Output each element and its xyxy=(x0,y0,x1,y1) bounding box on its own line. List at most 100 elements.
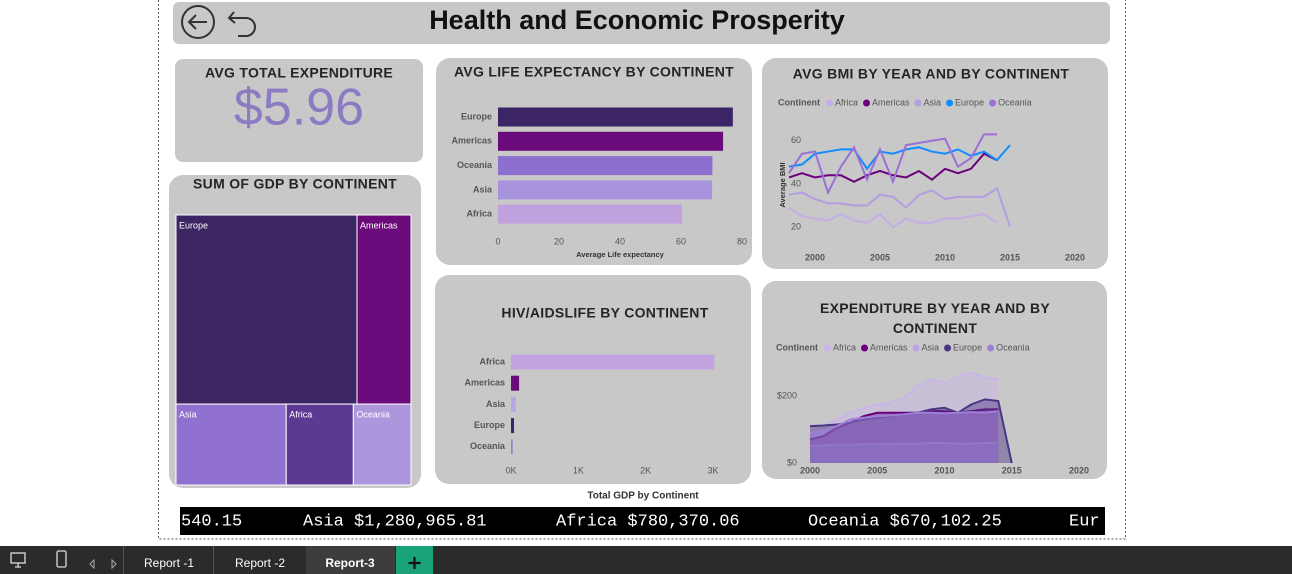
bar xyxy=(511,439,513,455)
area-series xyxy=(810,399,1012,463)
x-tick-label: 0 xyxy=(495,236,500,246)
y-tick-label: 40 xyxy=(791,178,801,188)
header-bar xyxy=(173,2,1110,44)
legend-label: Oceania xyxy=(996,342,1030,352)
ticker-bar xyxy=(180,507,1105,535)
treemap-tile xyxy=(352,403,412,486)
legend-title: Continent xyxy=(776,342,818,352)
legend-label: Europe xyxy=(953,342,982,352)
next-page[interactable] xyxy=(111,558,117,570)
x-tick-label: 2020 xyxy=(1065,252,1085,262)
treemap-tile xyxy=(285,403,354,486)
y-tick-label: Europe xyxy=(474,420,505,430)
page-tab[interactable]: Report -1 xyxy=(144,556,194,570)
card-title: AVG TOTAL EXPENDITURE xyxy=(205,65,393,81)
tab-separator xyxy=(123,546,214,574)
legend-title: Continent xyxy=(778,97,820,107)
y-tick-label: $0 xyxy=(787,457,797,467)
bar xyxy=(511,396,516,412)
ticker-item: Eur xyxy=(1069,512,1100,531)
legend-marker xyxy=(863,99,871,107)
x-tick-label: 2005 xyxy=(870,252,890,262)
y-axis-label: Average BMI xyxy=(778,162,787,207)
x-tick-label: 2015 xyxy=(1000,252,1020,262)
x-tick-label: 40 xyxy=(615,236,625,246)
y-tick-label: Asia xyxy=(486,399,506,409)
legend-marker xyxy=(912,344,920,352)
legend-label: Asia xyxy=(922,342,940,352)
legend-marker xyxy=(944,344,952,352)
x-tick-label: 2010 xyxy=(935,252,955,262)
line-series xyxy=(788,133,997,196)
x-tick-label: 2005 xyxy=(867,465,887,475)
tile-label: Oceania xyxy=(356,409,390,419)
legend-label: Africa xyxy=(833,342,856,352)
chart-title: AVG BMI BY YEAR AND BY CONTINENT xyxy=(793,66,1070,82)
back-button[interactable] xyxy=(181,5,215,39)
tile-label: Asia xyxy=(179,409,197,419)
y-tick-label: Europe xyxy=(461,111,492,121)
chart-title: EXPENDITURE BY YEAR AND BY CONTINENT xyxy=(819,300,1051,336)
treemap-tile xyxy=(356,214,412,405)
treemap-tile xyxy=(175,403,287,486)
x-tick-label: 20 xyxy=(554,236,564,246)
page-tab[interactable]: Report-3 xyxy=(325,556,375,570)
legend-marker xyxy=(826,99,833,107)
page-title: Health and Economic Prosperity xyxy=(429,5,845,35)
x-tick-label: 3K xyxy=(707,465,718,475)
area-series xyxy=(810,409,999,463)
chart-title: AVG LIFE EXPECTANCY BY CONTINENT xyxy=(454,64,734,80)
x-tick-label: 2000 xyxy=(805,252,825,262)
x-tick-label: 2020 xyxy=(1069,465,1089,475)
add-icon xyxy=(408,557,421,569)
y-tick-label: Asia xyxy=(473,184,493,194)
prev-page[interactable] xyxy=(89,558,95,570)
legend-label: Asia xyxy=(924,97,942,107)
bar xyxy=(511,375,520,391)
x-tick-label: 1K xyxy=(573,465,584,475)
line-series xyxy=(788,206,998,229)
line-series xyxy=(788,186,1011,228)
y-tick-label: Oceania xyxy=(470,441,506,451)
y-tick-label: Oceania xyxy=(457,160,493,170)
desktop-view-icon[interactable] xyxy=(10,552,26,568)
legend-marker xyxy=(989,99,997,107)
legend-marker xyxy=(946,99,954,107)
y-tick-label: Africa xyxy=(466,209,493,219)
ticker-item: Asia $1,280,965.81 xyxy=(303,512,487,531)
panel xyxy=(762,58,1108,269)
tile-label: Americas xyxy=(360,220,398,230)
undo-button[interactable] xyxy=(227,11,256,37)
legend-label: Oceania xyxy=(998,97,1032,107)
x-tick-label: 2015 xyxy=(1002,465,1022,475)
bottom-bar xyxy=(0,546,1292,574)
y-tick-label: $200 xyxy=(777,390,797,400)
legend-marker xyxy=(987,344,995,352)
treemap-tile xyxy=(175,214,358,405)
legend-label: Europe xyxy=(955,97,984,107)
area-series xyxy=(810,411,999,463)
x-axis-label: Total GDP by Continent xyxy=(587,491,699,502)
card-value: $5.96 xyxy=(234,79,364,137)
page-tab[interactable]: Report -2 xyxy=(235,556,285,570)
bar xyxy=(498,131,724,151)
area-line xyxy=(809,371,999,433)
legend-marker xyxy=(861,344,869,352)
area-line xyxy=(809,410,999,434)
y-tick-label: Africa xyxy=(479,356,506,366)
legend-label: Americas xyxy=(870,342,908,352)
y-tick-label: Americas xyxy=(464,378,505,388)
ticker-item: Africa $780,370.06 xyxy=(556,512,740,531)
legend-marker xyxy=(824,344,831,352)
ticker: 540.15 Asia $1,280,965.81 Africa $780,370.… xyxy=(181,512,1100,531)
bar xyxy=(498,180,713,200)
x-tick-label: 2000 xyxy=(800,465,820,475)
legend-label: Africa xyxy=(835,97,858,107)
area-line xyxy=(809,441,999,448)
active-tab xyxy=(306,546,395,574)
mobile-view-icon[interactable] xyxy=(56,550,67,568)
x-axis-label: Average Life expectancy xyxy=(576,250,665,259)
chart-title: SUM OF GDP BY CONTINENT xyxy=(193,176,397,192)
x-tick-label: 60 xyxy=(676,236,686,246)
